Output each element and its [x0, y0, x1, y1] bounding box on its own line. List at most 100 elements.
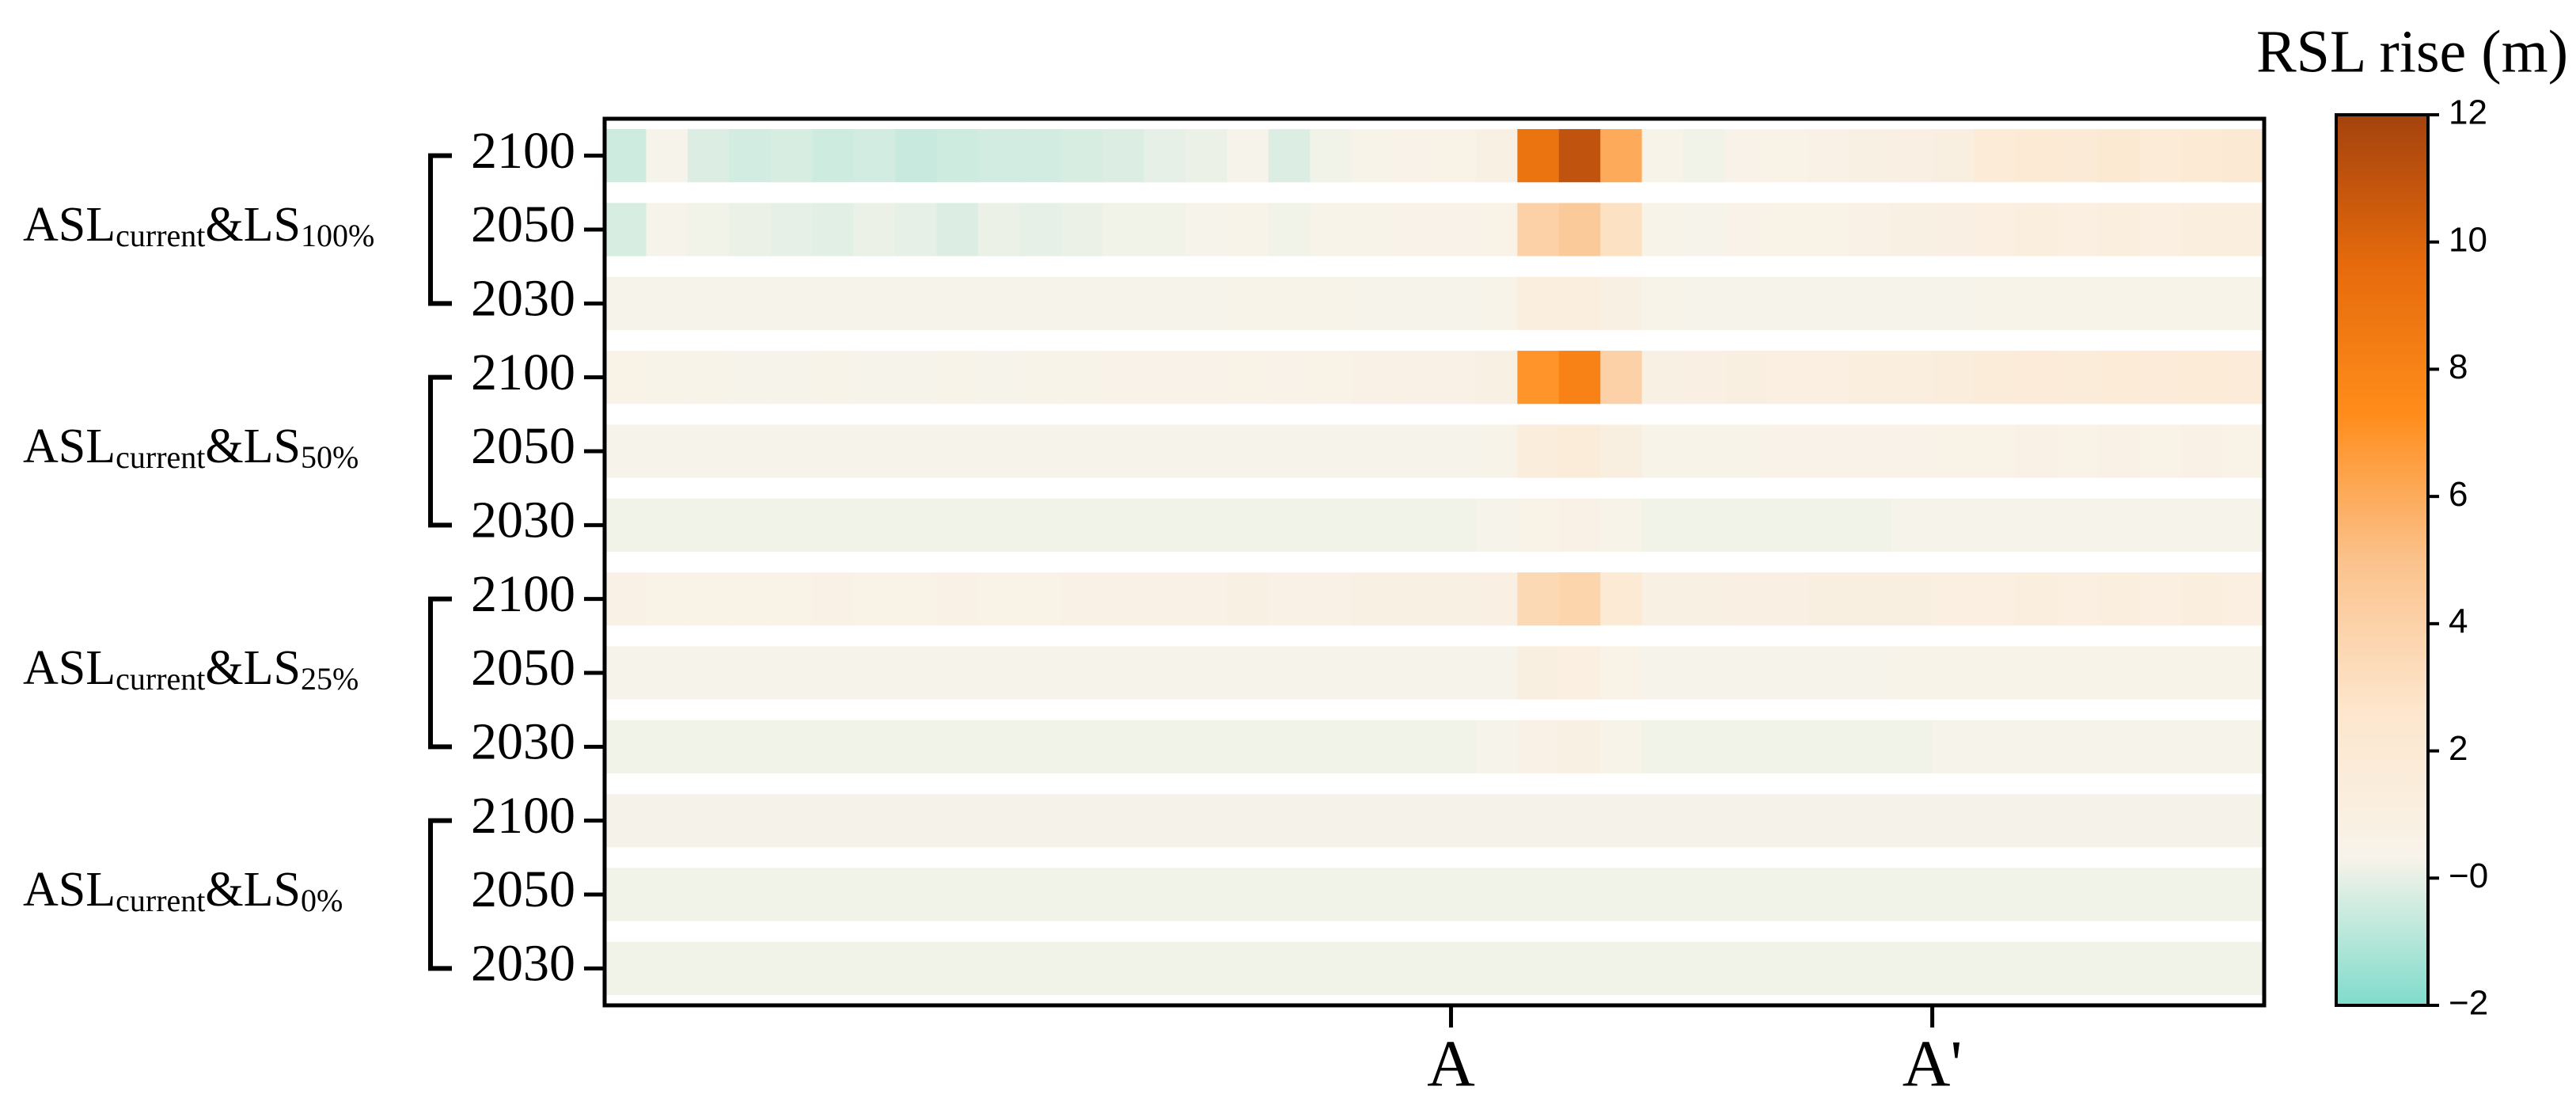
heatmap-cell — [1393, 498, 1436, 552]
heatmap-cell — [646, 720, 689, 773]
heatmap-cell — [1808, 129, 1850, 183]
heatmap-cell — [1351, 941, 1394, 995]
heatmap-cell — [2098, 720, 2141, 773]
heatmap-cell — [1849, 276, 1891, 330]
heatmap-cell — [1849, 794, 1891, 848]
heatmap-cell — [1641, 203, 1684, 256]
heatmap-cell — [894, 941, 937, 995]
colorbar-tick-label: −0 — [2449, 857, 2488, 895]
heatmap-cell — [1641, 868, 1684, 921]
heatmap-cell — [1019, 498, 1062, 552]
heatmap-cell — [1393, 572, 1436, 626]
heatmap-cell — [1974, 794, 2016, 848]
heatmap-cell — [1849, 351, 1891, 405]
heatmap-cell — [1641, 424, 1684, 478]
heatmap-cell — [1102, 424, 1145, 478]
heatmap-cell — [1351, 203, 1394, 256]
heatmap-cell — [1351, 572, 1394, 626]
row-label: 2050 — [471, 196, 575, 253]
heatmap-cell — [1974, 129, 2016, 183]
heatmap-cell — [1766, 646, 1808, 700]
heatmap-cell — [2098, 794, 2141, 848]
heatmap-cell — [936, 498, 979, 552]
heatmap-cell — [1393, 646, 1436, 700]
heatmap-cell — [2181, 203, 2224, 256]
heatmap-cell — [1517, 129, 1560, 183]
heatmap-cell — [1600, 720, 1643, 773]
heatmap-cell — [1766, 498, 1808, 552]
heatmap-cell — [1808, 720, 1850, 773]
heatmap-cell — [2181, 498, 2224, 552]
group-label-part: &LS — [205, 863, 301, 917]
heatmap-cell — [1475, 129, 1518, 183]
heatmap-cell — [1683, 720, 1726, 773]
heatmap-cell — [1766, 424, 1808, 478]
row-label: 2030 — [471, 934, 575, 992]
heatmap-cell — [1393, 720, 1436, 773]
heatmap-cell — [646, 351, 689, 405]
heatmap-cell — [770, 720, 813, 773]
heatmap-cell — [1600, 868, 1643, 921]
heatmap-cell — [977, 276, 1020, 330]
heatmap-cell — [2056, 276, 2099, 330]
heatmap-cell — [1517, 868, 1560, 921]
group-label-part: &LS — [205, 641, 301, 695]
heatmap-cell — [1891, 129, 1933, 183]
heatmap-cell — [729, 794, 772, 848]
heatmap-cell — [936, 720, 979, 773]
heatmap-cell — [1724, 498, 1767, 552]
heatmap-cell — [1974, 572, 2016, 626]
heatmap-cell — [2222, 424, 2265, 478]
heatmap-cell — [853, 572, 896, 626]
heatmap-cell — [646, 794, 689, 848]
group-label-part: ASL — [23, 198, 116, 252]
heatmap-cell — [1351, 646, 1394, 700]
heatmap-cell — [1393, 424, 1436, 478]
heatmap-cell — [1974, 868, 2016, 921]
heatmap-cell — [1600, 129, 1643, 183]
heatmap-cell — [1185, 129, 1227, 183]
heatmap-cell — [2181, 572, 2224, 626]
heatmap-cell — [1060, 424, 1103, 478]
group-label-part: &LS — [205, 198, 301, 252]
row-label: 2050 — [471, 417, 575, 475]
heatmap-cell — [1974, 720, 2016, 773]
heatmap-cell — [1932, 941, 1975, 995]
heatmap-cell — [936, 794, 979, 848]
heatmap-cell — [1475, 868, 1518, 921]
colorbar-tick-label: 8 — [2449, 348, 2468, 386]
heatmap-cell — [2015, 572, 2058, 626]
heatmap-cell — [1185, 720, 1227, 773]
heatmap-cell — [1766, 203, 1808, 256]
heatmap-cell — [1724, 794, 1767, 848]
heatmap-cell — [1310, 646, 1352, 700]
heatmap-cell — [936, 868, 979, 921]
heatmap-cell — [1227, 203, 1269, 256]
heatmap-cell — [936, 351, 979, 405]
heatmap-cell — [770, 203, 813, 256]
heatmap-cell — [1227, 498, 1269, 552]
heatmap-cell — [687, 572, 730, 626]
heatmap-cell — [1144, 129, 1186, 183]
heatmap-cell — [605, 572, 647, 626]
heatmap-cell — [1558, 868, 1601, 921]
heatmap-cell — [646, 572, 689, 626]
group-label-subscript: current — [116, 218, 205, 253]
heatmap-cell — [1808, 868, 1850, 921]
heatmap-cell — [1268, 424, 1311, 478]
heatmap-cell — [1434, 498, 1477, 552]
heatmap-cell — [1268, 351, 1311, 405]
row-label: 2100 — [471, 787, 575, 845]
heatmap-cell — [729, 868, 772, 921]
heatmap-cell — [1475, 351, 1518, 405]
heatmap-cell — [1434, 572, 1477, 626]
group-label-subscript: current — [116, 883, 205, 918]
heatmap-cell — [1351, 868, 1394, 921]
heatmap-cell — [1600, 646, 1643, 700]
heatmap-cell — [646, 276, 689, 330]
heatmap-cell — [1102, 720, 1145, 773]
heatmap-cell — [1434, 794, 1477, 848]
heatmap-cell — [1932, 129, 1975, 183]
colorbar-tick-label: 6 — [2449, 475, 2468, 514]
heatmap-cell — [1310, 794, 1352, 848]
